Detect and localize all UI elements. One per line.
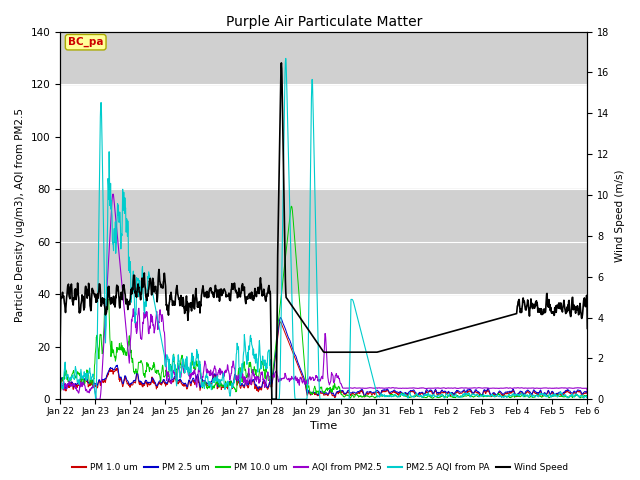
Bar bbox=[60, 84, 588, 189]
Text: BC_pa: BC_pa bbox=[68, 37, 104, 48]
Bar bbox=[60, 32, 588, 84]
Y-axis label: Wind Speed (m/s): Wind Speed (m/s) bbox=[615, 169, 625, 262]
Legend: PM 1.0 um, PM 2.5 um, PM 10.0 um, AQI from PM2.5, PM2.5 AQI from PA, Wind Speed: PM 1.0 um, PM 2.5 um, PM 10.0 um, AQI fr… bbox=[68, 459, 572, 476]
Bar bbox=[60, 189, 588, 294]
X-axis label: Time: Time bbox=[310, 421, 337, 432]
Y-axis label: Particle Density (ug/m3), AQI from PM2.5: Particle Density (ug/m3), AQI from PM2.5 bbox=[15, 108, 25, 323]
Title: Purple Air Particulate Matter: Purple Air Particulate Matter bbox=[225, 15, 422, 29]
Bar bbox=[60, 294, 588, 399]
